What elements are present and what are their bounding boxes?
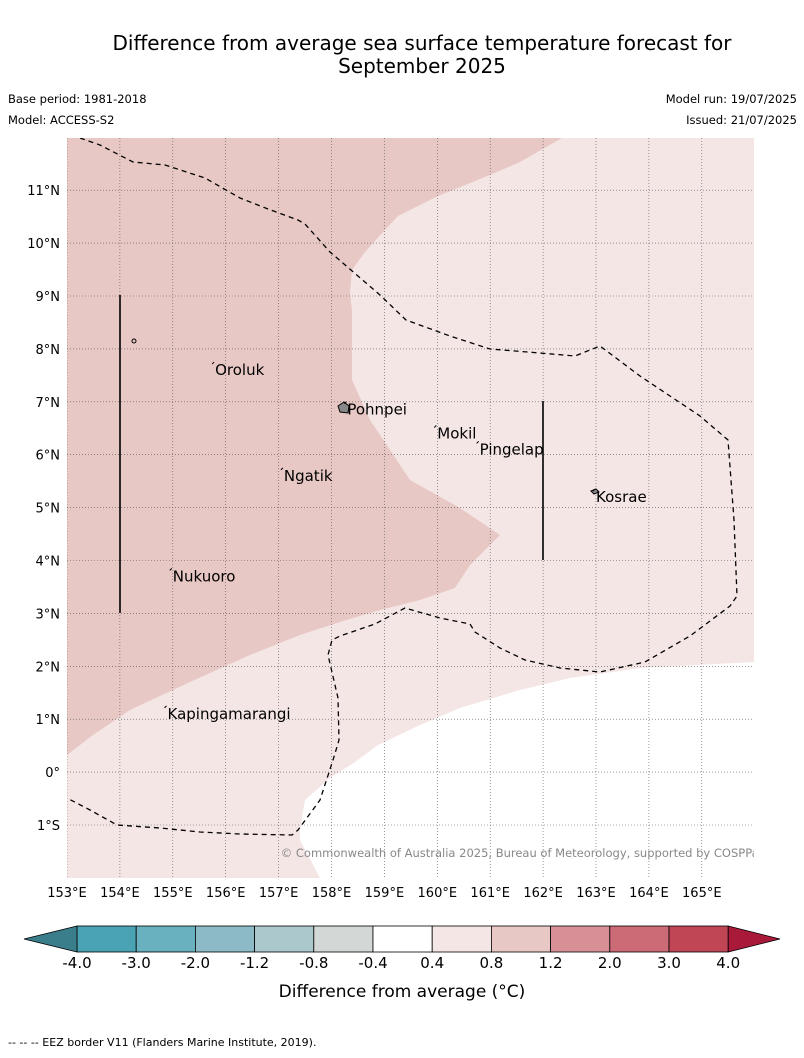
latitude-tick-label: 7°N	[36, 396, 61, 411]
legend-swatch	[254, 925, 315, 953]
place-marker	[211, 361, 215, 365]
legend-tick-label: -2.0	[181, 954, 210, 972]
legend-over-arrow	[727, 925, 781, 953]
place-marker	[592, 488, 596, 492]
legend-under-arrow	[23, 925, 78, 953]
legend-swatch	[609, 925, 670, 953]
place-label-oroluk: Oroluk	[215, 361, 264, 379]
legend-tick-label: -0.4	[358, 954, 387, 972]
latitude-tick-label: 0°	[45, 766, 60, 781]
legend-tick-label: 2.0	[598, 954, 622, 972]
issued-label: Issued: 21/07/2025	[686, 113, 797, 127]
legend-tick-label: 3.0	[657, 954, 681, 972]
latitude-tick-label: 6°N	[36, 449, 61, 464]
eez-footnote: -- -- -- EEZ border V11 (Flanders Marine…	[8, 1036, 317, 1049]
place-marker	[433, 425, 437, 428]
longitude-tick-label: 159°E	[365, 886, 405, 900]
model-label: Model: ACCESS-S2	[8, 113, 115, 127]
legend-tick-label: -3.0	[122, 954, 151, 972]
place-label-pohnpei: Pohnpei	[347, 401, 407, 419]
title-line-2: September 2025	[338, 54, 506, 78]
base-period-label: Base period: 1981-2018	[8, 92, 147, 106]
longitude-tick-label: 153°E	[47, 886, 87, 900]
legend-swatch	[372, 925, 433, 953]
band-0-8-to-1-2	[67, 138, 562, 755]
legend-swatch	[135, 925, 196, 953]
place-marker	[164, 705, 167, 709]
copyright-notice: © Commonwealth of Australia 2025, Bureau…	[281, 846, 765, 860]
longitude-tick-label: 165°E	[682, 886, 722, 900]
legend-tick-label: -1.2	[240, 954, 269, 972]
place-marker	[280, 467, 284, 471]
longitude-tick-label: 160°E	[418, 886, 458, 900]
legend-swatch	[194, 925, 255, 953]
legend-swatch	[76, 925, 137, 953]
longitude-tick-label: 158°E	[312, 886, 352, 900]
legend-tick-label: -0.8	[299, 954, 328, 972]
legend-swatch	[313, 925, 374, 953]
longitude-tick-label: 163°E	[576, 886, 616, 900]
latitude-tick-label: 9°N	[36, 290, 61, 305]
place-label-pingelap: Pingelap	[480, 440, 544, 458]
latitude-tick-label: 1°S	[37, 819, 60, 834]
chart-title: Difference from average sea surface temp…	[40, 32, 804, 78]
place-marker	[344, 401, 347, 405]
latitude-tick-label: 1°N	[36, 713, 61, 728]
legend-swatch	[668, 925, 729, 953]
longitude-tick-label: 155°E	[153, 886, 193, 900]
place-marker	[476, 441, 479, 444]
latitude-tick-labels: 11°N 10°N 9°N 8°N 7°N 6°N 5°N 4°N 3°N 2°N 1°N 0° 1°S	[27, 184, 60, 834]
latitude-tick-label: 11°N	[27, 184, 60, 199]
place-label-kosrae: Kosrae	[596, 488, 647, 506]
legend-tick-label: 4.0	[716, 954, 740, 972]
longitude-tick-label: 156°E	[206, 886, 246, 900]
legend-tick-label: 1.2	[539, 954, 563, 972]
latitude-tick-label: 4°N	[36, 555, 61, 570]
islands	[131, 338, 600, 495]
latitude-tick-label: 10°N	[27, 237, 60, 252]
pohnpei-island	[337, 401, 350, 414]
place-marker	[169, 568, 173, 571]
legend-swatch	[550, 925, 611, 953]
latitude-tick-label: 3°N	[36, 607, 61, 622]
latitude-tick-label: 2°N	[36, 660, 61, 675]
longitude-tick-labels: 153°E 154°E 155°E 156°E 157°E 158°E 159°E 160°E…	[47, 886, 721, 900]
place-label-mokil: Mokil	[437, 425, 476, 443]
model-run-label: Model run: 19/07/2025	[665, 92, 797, 106]
longitude-tick-label: 162°E	[523, 886, 563, 900]
legend-swatch	[490, 925, 551, 953]
legend-tick-label: 0.4	[420, 954, 444, 972]
legend-tick-label: -4.0	[62, 954, 91, 972]
place-label-nukuoro: Nukuoro	[173, 567, 236, 585]
longitude-tick-label: 161°E	[470, 886, 510, 900]
legend-swatch	[431, 925, 492, 953]
band-below-0-4	[300, 662, 754, 878]
place-label-kapingamarangi: Kapingamarangi	[168, 705, 291, 723]
longitude-tick-label: 154°E	[100, 886, 140, 900]
latitude-tick-label: 5°N	[36, 502, 61, 517]
place-label-ngatik: Ngatik	[284, 467, 333, 485]
title-line-1: Difference from average sea surface temp…	[112, 31, 732, 55]
latitude-tick-label: 8°N	[36, 343, 61, 358]
longitude-tick-label: 164°E	[629, 886, 669, 900]
longitude-tick-label: 157°E	[259, 886, 299, 900]
gridlines	[67, 138, 754, 878]
atoll-marker	[131, 338, 137, 344]
legend-tick-label: 0.8	[479, 954, 503, 972]
legend-title: Difference from average (°C)	[279, 982, 526, 1002]
eez-borders	[67, 138, 738, 836]
